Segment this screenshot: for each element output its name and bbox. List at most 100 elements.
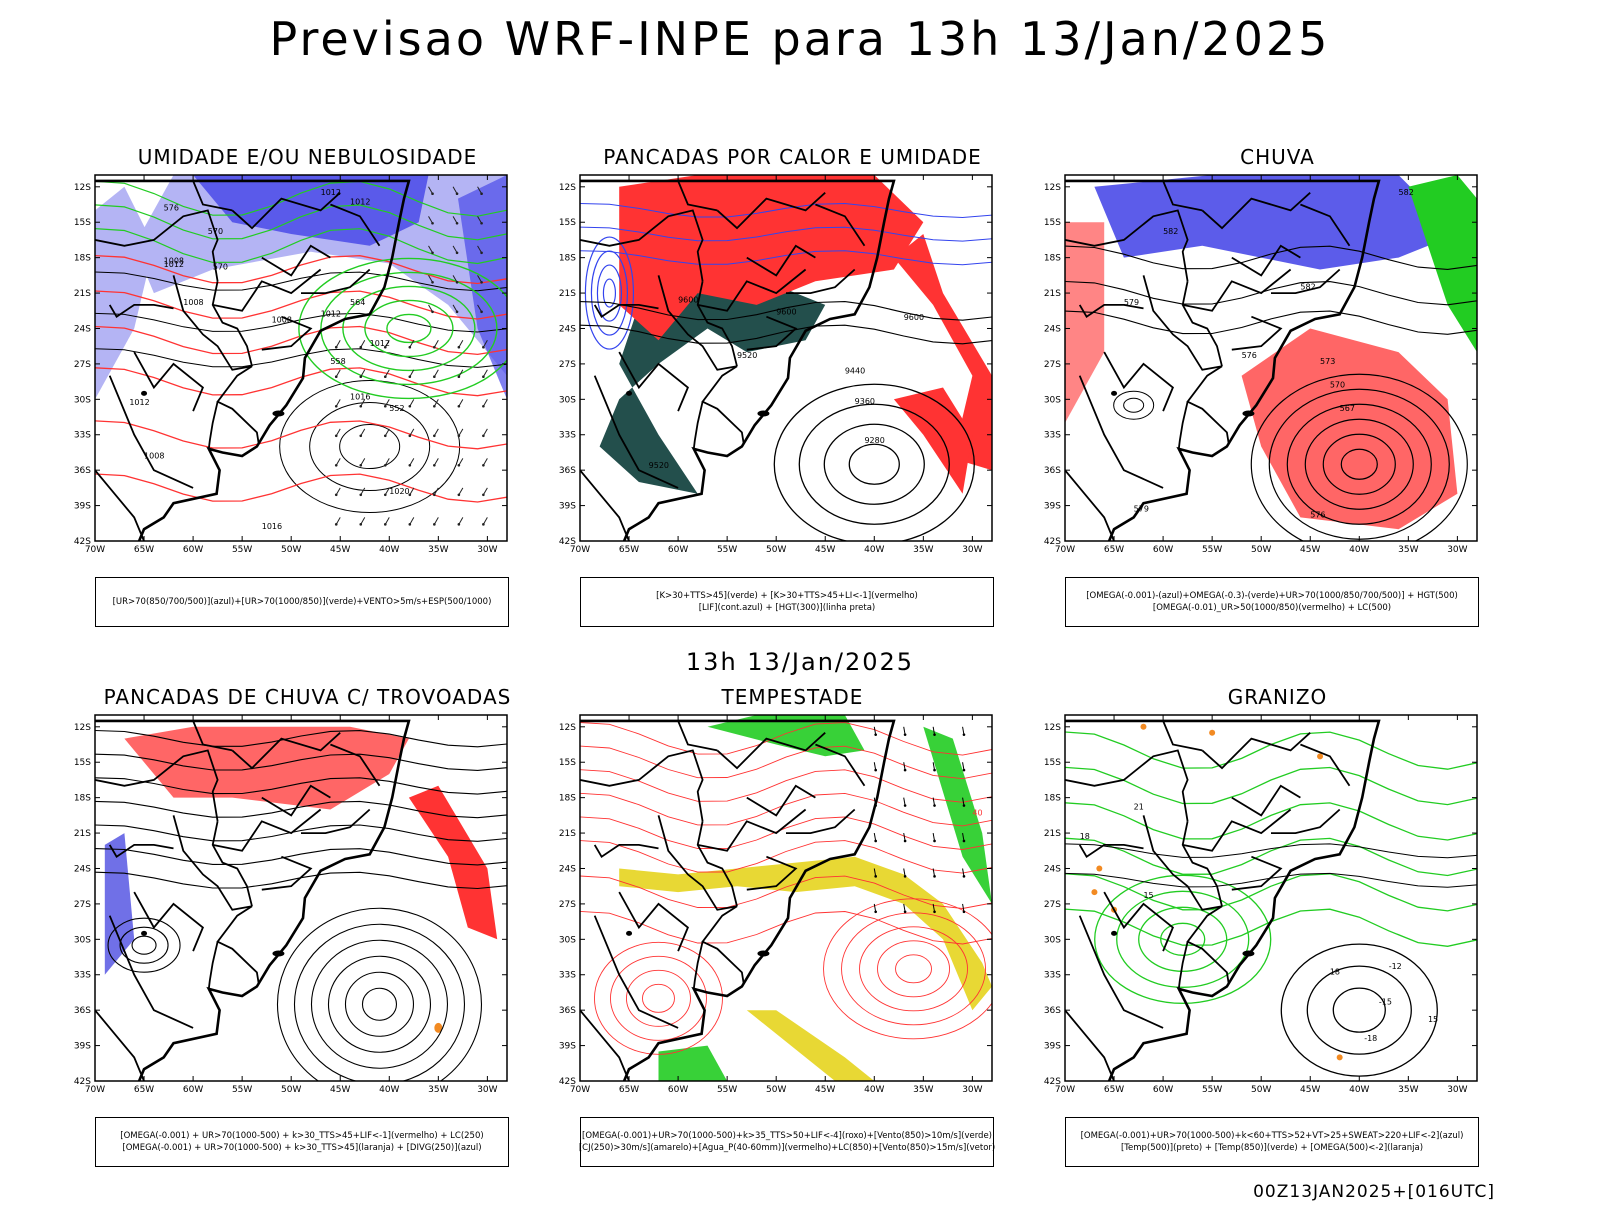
isobar-line bbox=[339, 424, 401, 470]
streamline bbox=[131, 935, 157, 955]
wind-vector bbox=[903, 797, 906, 806]
lon-tick-label: 70W bbox=[1055, 545, 1075, 555]
lagoon-shape bbox=[1242, 950, 1255, 957]
thickness-line bbox=[95, 367, 507, 397]
rain-fields bbox=[1065, 175, 1477, 530]
coastline bbox=[1065, 719, 1381, 1081]
omega-point bbox=[1096, 865, 1103, 872]
contour-label: 567 bbox=[1340, 404, 1355, 413]
lon-tick-label: 30W bbox=[1447, 1085, 1467, 1095]
wind-vector bbox=[384, 458, 390, 466]
wind-vector bbox=[477, 245, 483, 254]
wind-vector bbox=[433, 463, 436, 467]
panel-legend: [UR>70(850/700/500)](azul)+[UR>70(1000/8… bbox=[95, 577, 509, 627]
wind-vector bbox=[482, 369, 488, 377]
wind-vector bbox=[384, 369, 390, 377]
contour-label: 576 bbox=[164, 203, 179, 212]
wind-vector bbox=[335, 340, 341, 348]
panel-title: PANCADAS DE CHUVA C/ TROVOADAS bbox=[103, 685, 512, 709]
green-contour bbox=[95, 204, 507, 241]
wind-vector bbox=[433, 399, 439, 407]
wind-vector bbox=[962, 762, 965, 771]
wind-vector bbox=[409, 428, 415, 437]
wind-vector bbox=[431, 221, 434, 225]
wind-vector bbox=[903, 910, 907, 914]
legend-line: [OMEGA(-0.001)+UR>70(1000-500)+k>35_TTS>… bbox=[582, 1131, 992, 1141]
contour-label: 9600 bbox=[678, 296, 698, 305]
political-borders bbox=[1065, 720, 1351, 1081]
storm-fields bbox=[619, 715, 992, 1081]
omega-green-area bbox=[1408, 175, 1477, 353]
streamline bbox=[95, 777, 507, 795]
wind-850-area bbox=[923, 726, 992, 904]
lon-tick-label: 50W bbox=[1251, 545, 1271, 555]
lat-tick-label: 36S bbox=[1044, 1006, 1061, 1016]
panel-granizo: GRANIZO -12 -15 -18 15 18 21 18 15 12S 15S 18S 21S 2… bbox=[1025, 685, 1495, 1205]
lat-tick-label: 24S bbox=[74, 324, 91, 334]
contour-label: 9600 bbox=[904, 313, 924, 322]
pw-contour bbox=[823, 898, 992, 1040]
lake-shape bbox=[1111, 390, 1118, 396]
wind-vector bbox=[452, 216, 458, 224]
forecast-time-label: 13h 13/Jan/2025 bbox=[685, 648, 915, 676]
lon-tick-label: 35W bbox=[913, 545, 933, 555]
wind-vector bbox=[903, 733, 907, 736]
pw-contour bbox=[859, 926, 968, 1012]
wind-vector bbox=[359, 463, 363, 467]
hgt-contour bbox=[848, 443, 900, 485]
wind-vector bbox=[433, 517, 439, 525]
temp850-contour bbox=[1065, 802, 1477, 841]
wind-vector bbox=[482, 399, 488, 407]
wind-vector bbox=[477, 304, 483, 313]
lon-tick-label: 30W bbox=[962, 1085, 982, 1095]
wind-vector bbox=[360, 399, 366, 407]
lat-tick-label: 27S bbox=[74, 900, 91, 910]
thunder-orange-area bbox=[434, 1022, 443, 1033]
lon-tick-label: 60W bbox=[183, 1085, 203, 1095]
hgt500-contour bbox=[1286, 403, 1432, 525]
wind-vector bbox=[903, 768, 907, 772]
green-contour bbox=[298, 257, 507, 400]
wind-vector bbox=[933, 768, 936, 772]
lagoon-shape bbox=[272, 950, 285, 957]
wind-vector bbox=[409, 399, 415, 407]
hgt500-contour bbox=[1065, 310, 1477, 335]
temp500-contour bbox=[1306, 965, 1412, 1055]
wind-vector bbox=[409, 517, 415, 525]
wind-vector bbox=[334, 345, 338, 349]
contour-label: 573 bbox=[1320, 357, 1335, 366]
lif-contour bbox=[596, 264, 623, 322]
wind-vector bbox=[383, 345, 387, 349]
lat-tick-label: 42S bbox=[559, 537, 576, 547]
contour-label: 40 bbox=[972, 808, 982, 817]
green-contour bbox=[95, 180, 507, 217]
isobar-line bbox=[95, 312, 507, 333]
wind-vector bbox=[408, 434, 412, 438]
streamline bbox=[95, 871, 507, 890]
wind-vector bbox=[433, 434, 436, 438]
streamline bbox=[327, 955, 432, 1053]
hgt-contour bbox=[798, 403, 950, 525]
legend-line: [OMEGA(-0.001) + UR>70(1000-500) + k>30_… bbox=[120, 1131, 484, 1141]
wind-vector bbox=[359, 375, 363, 379]
wind-vector bbox=[482, 340, 488, 348]
wind-vector bbox=[932, 726, 936, 735]
wind-vector bbox=[452, 304, 458, 313]
wind-vector bbox=[962, 797, 965, 806]
legend-line: [Temp(500)](preto) + [Temp(850)](verde) … bbox=[1120, 1143, 1424, 1153]
lake-shape bbox=[1111, 930, 1118, 936]
wind-vector bbox=[480, 280, 483, 284]
wind-vector bbox=[962, 875, 966, 878]
wind-vector bbox=[408, 375, 412, 379]
streamline bbox=[293, 923, 466, 1081]
pw-contour bbox=[877, 940, 950, 998]
jet-stream-area bbox=[619, 856, 992, 1011]
contour-label: 1012 bbox=[370, 339, 390, 348]
lon-tick-label: 55W bbox=[232, 545, 252, 555]
hgt-contour bbox=[773, 383, 975, 541]
contour-label: 579 bbox=[1124, 298, 1139, 307]
wind-vector bbox=[874, 875, 877, 878]
map: 1012101210081012100810081012101210161020… bbox=[74, 174, 508, 555]
